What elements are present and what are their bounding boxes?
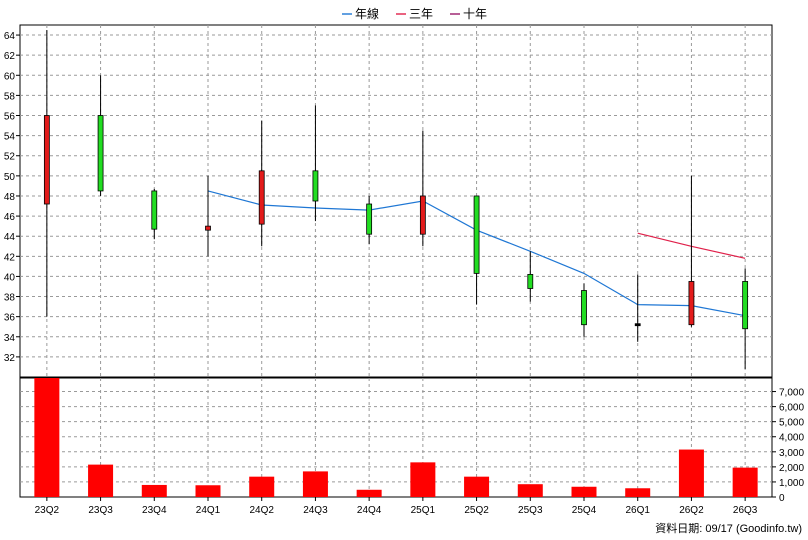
volume-bar [249,476,275,497]
category-label: 24Q2 [249,505,274,516]
price-tick-label: 44 [4,232,16,243]
candle-body [581,290,587,326]
price-tick-label: 36 [4,313,16,324]
volume-tick-label: 6,000 [779,403,804,414]
price-tick-label: 38 [4,293,16,304]
category-label: 23Q2 [35,505,60,516]
price-tick-label: 32 [4,353,16,364]
legend-label: 十年 [463,7,487,21]
price-tick-label: 42 [4,252,16,263]
volume-bar [517,484,543,497]
candle-body [688,281,695,326]
volume-bar [625,488,651,497]
category-label: 23Q4 [142,505,167,516]
price-tick-label: 56 [4,112,16,123]
category-label: 26Q2 [679,505,704,516]
category-label: 26Q1 [625,505,650,516]
volume-bar [410,462,436,497]
price-panel-frame [19,24,773,378]
candle-body [205,225,211,231]
price-tick-label: 54 [4,132,16,143]
candle-body [366,203,373,235]
candle-body [97,115,104,192]
volume-tick-label: 0 [779,493,785,504]
volume-bars [34,378,758,497]
volume-panel-frame [19,377,773,498]
volume-bar [356,489,382,497]
candle-body [419,195,426,235]
price-tick-label: 64 [4,31,16,42]
category-label: 25Q1 [411,505,436,516]
volume-tick-label: 7,000 [779,388,804,399]
volume-bar [302,471,328,497]
category-label: 25Q3 [518,505,543,516]
candle-body [312,170,319,202]
volume-tick-label: 3,000 [779,448,804,459]
price-tick-label: 58 [4,91,16,102]
candle-body [43,115,50,205]
source-footer: 資料日期: 09/17 (Goodinfo.tw) [655,521,802,535]
price-tick-label: 62 [4,51,16,62]
volume-tick-label: 4,000 [779,433,804,444]
volume-bar [732,467,758,497]
volume-bar [571,486,597,497]
category-label: 23Q3 [88,505,113,516]
category-label: 26Q3 [733,505,758,516]
category-label: 24Q1 [196,505,221,516]
category-label: 25Q2 [464,505,489,516]
price-tick-label: 48 [4,192,16,203]
candle-body [258,170,265,225]
candles [43,30,749,369]
candle-body [634,323,641,327]
candle-body [473,195,480,274]
legend: 年線 三年 十年 [342,6,487,21]
volume-bar [34,378,60,497]
volume-bar [464,476,490,497]
volume-bar [195,485,221,497]
category-label: 24Q3 [303,505,328,516]
price-tick-label: 46 [4,212,16,223]
category-label: 25Q4 [572,505,597,516]
grid [19,24,773,498]
price-tick-label: 50 [4,172,16,183]
category-label: 24Q4 [357,505,382,516]
volume-tick-label: 1,000 [779,478,804,489]
axes: 32 34 36 38 40 42 44 46 48 50 52 54 56 58 60 62 64 0 1,000… [4,31,805,516]
price-tick-label: 40 [4,272,16,283]
volume-bar [678,449,704,497]
price-tick-label: 34 [4,333,16,344]
price-tick-label: 60 [4,71,16,82]
candle-body [151,190,158,230]
candle-body [742,281,749,330]
volume-bar [88,464,114,497]
volume-tick-label: 2,000 [779,463,804,474]
legend-label: 年線 [355,6,379,21]
price-tick-label: 52 [4,152,16,163]
legend-label: 三年 [409,7,433,21]
candle-body [527,274,534,289]
volume-tick-label: 5,000 [779,418,804,429]
volume-bar [141,484,167,497]
